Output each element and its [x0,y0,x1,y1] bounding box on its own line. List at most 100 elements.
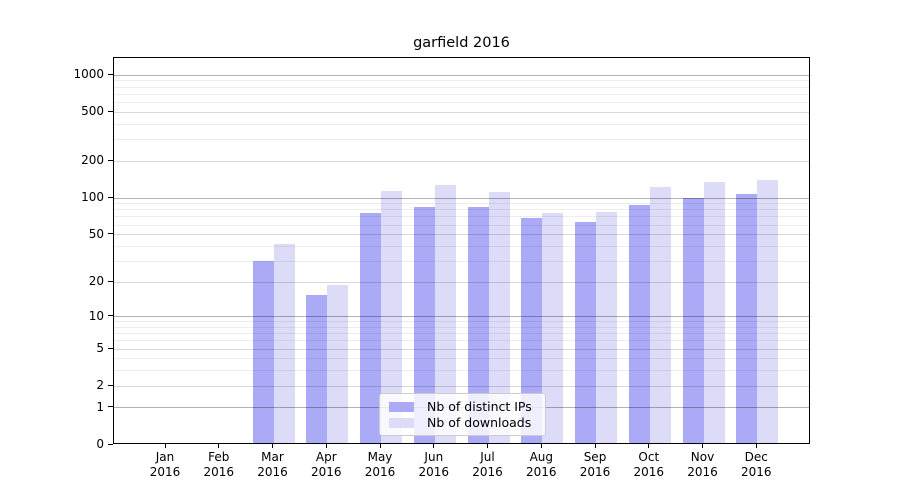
y-gridline-minor [114,326,809,328]
y-gridline [114,385,809,387]
y-gridline [114,160,809,162]
y-gridline-minor [114,370,809,372]
chart-title: garfield 2016 [413,35,510,51]
y-gridline-minor [114,216,809,218]
y-gridline-minor [114,224,809,226]
y-gridline-minor [114,245,809,247]
bar-downloads [703,182,725,443]
bar-distinct-ips [628,204,650,443]
x-tick-label: Sep 2016 [579,450,611,479]
legend-swatch-distinct-ips [389,401,414,412]
bar-distinct-ips [413,206,435,443]
y-gridline-minor [114,358,809,360]
bar-distinct-ips [360,213,381,443]
y-gridline-minor [114,86,809,88]
y-gridline-minor [114,93,809,95]
x-tick-mark [540,444,542,448]
y-tick-mark [108,73,113,75]
y-gridline [114,234,809,236]
y-tick-mark [108,406,113,408]
x-tick-mark [755,444,757,448]
legend-label-downloads: Nb of downloads [427,415,532,430]
y-gridline [114,316,809,318]
bar-distinct-ips [521,218,543,443]
y-tick-mark [108,443,113,445]
x-tick-label: Apr 2016 [311,450,342,479]
y-tick-label: 1 [96,399,104,414]
bar-distinct-ips [736,194,758,443]
x-tick-label: May 2016 [364,450,396,479]
x-tick-mark [379,444,381,448]
y-tick-label: 1000 [73,67,104,82]
bar-distinct-ips [575,222,596,443]
y-gridline [114,281,809,283]
y-gridline [114,348,809,350]
bar-downloads [596,211,617,443]
x-tick-label: Jan 2016 [149,450,181,479]
bar-downloads [542,213,564,443]
x-tick-label: Aug 2016 [526,450,557,479]
y-tick-mark [108,347,113,349]
y-gridline [114,111,809,113]
bar-downloads [273,244,295,443]
y-tick-label: 2 [96,378,104,393]
bar-downloads [757,180,779,443]
bar-distinct-ips [306,294,328,443]
bar-downloads [649,187,671,443]
y-gridline-minor [114,139,809,140]
bar-distinct-ips [252,261,274,443]
y-tick-mark [108,280,113,282]
bar-downloads [434,185,456,443]
y-tick-mark [108,233,113,235]
x-tick-label: Feb 2016 [203,450,235,479]
y-tick-label: 500 [81,104,104,119]
x-tick-mark [702,444,703,448]
legend: Nb of distinct IPs Nb of downloads [379,393,546,436]
x-tick-mark [594,444,596,448]
y-tick-label: 200 [81,153,104,168]
y-tick-label: 100 [81,190,104,204]
x-tick-mark [164,444,166,448]
y-gridline-minor [114,102,809,103]
bar-distinct-ips [467,206,489,443]
y-tick-mark [108,315,113,317]
y-gridline [114,74,809,76]
y-tick-mark [108,196,113,198]
x-tick-mark [433,444,435,448]
y-tick-label: 50 [88,226,104,241]
y-tick-label: 0 [96,437,104,451]
x-tick-mark [272,444,273,448]
y-gridline-minor [114,209,809,211]
x-tick-label: Nov 2016 [687,450,718,479]
y-gridline-minor [114,340,809,342]
plot-area [113,57,810,444]
x-tick-label: Dec 2016 [741,450,772,479]
y-tick-mark [108,110,113,112]
bar-distinct-ips [682,198,704,443]
y-tick-label: 5 [96,341,104,356]
y-gridline-minor [114,260,809,262]
bar-downloads [488,191,510,443]
y-gridline-minor [114,321,809,323]
legend-label-distinct-ips: Nb of distinct IPs [427,399,532,414]
y-tick-label: 10 [88,308,104,323]
y-tick-mark [108,384,113,386]
y-tick-label: 20 [88,274,104,288]
bar-downloads [381,190,402,443]
y-gridline [114,197,809,199]
x-tick-mark [648,444,650,448]
x-tick-label: Jul 2016 [472,450,503,479]
legend-swatch-downloads [389,417,414,428]
x-tick-mark [218,444,220,448]
x-tick-mark [325,444,327,448]
x-tick-label: Mar 2016 [257,450,288,479]
x-tick-label: Oct 2016 [633,450,665,479]
bar-downloads [327,285,349,443]
y-gridline-minor [114,80,809,82]
x-tick-label: Jun 2016 [418,450,450,479]
y-gridline-minor [114,123,809,125]
y-gridline-minor [114,203,809,205]
y-gridline-minor [114,333,809,335]
y-tick-mark [108,159,113,161]
